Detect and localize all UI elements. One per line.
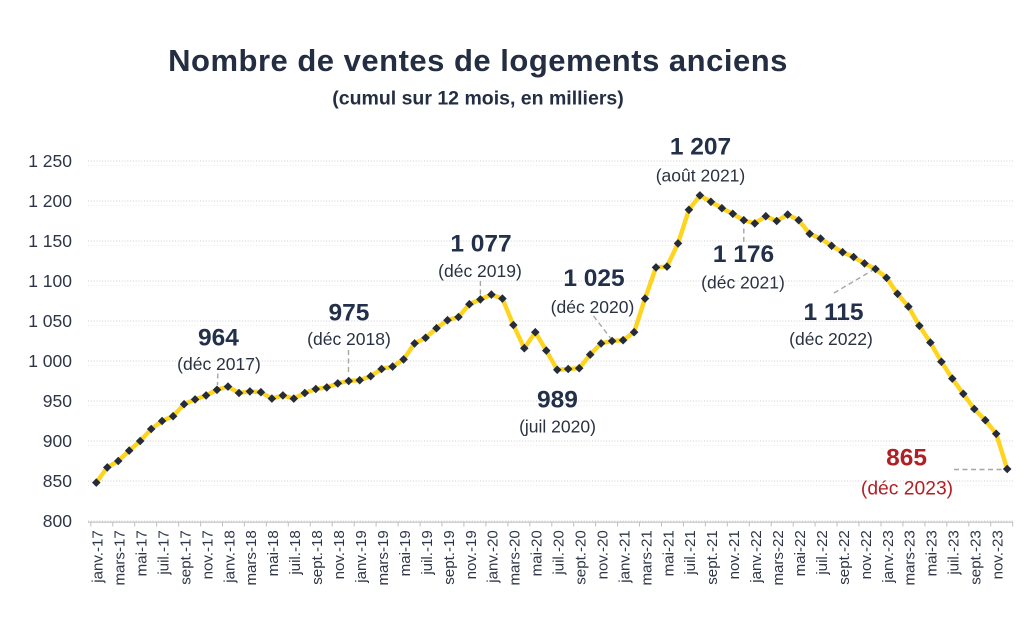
- svg-text:1 077: 1 077: [450, 231, 511, 258]
- svg-text:janv.-23: janv.-23: [880, 530, 897, 584]
- svg-text:mars-18: mars-18: [243, 530, 260, 585]
- svg-text:(déc 2019): (déc 2019): [438, 261, 522, 281]
- svg-text:juil.-23: juil.-23: [946, 530, 963, 575]
- svg-text:sept.-19: sept.-19: [441, 530, 458, 585]
- svg-text:sept.-22: sept.-22: [836, 530, 853, 585]
- svg-text:950: 950: [43, 391, 72, 411]
- svg-text:Nombre de ventes de logements: Nombre de ventes de logements anciens: [168, 43, 788, 78]
- svg-text:sept.-17: sept.-17: [177, 530, 194, 585]
- svg-text:964: 964: [198, 325, 239, 352]
- svg-text:865: 865: [886, 445, 927, 472]
- svg-text:(déc 2017): (déc 2017): [177, 354, 261, 374]
- svg-text:mars-22: mars-22: [770, 530, 787, 585]
- svg-text:juil.-19: juil.-19: [419, 530, 436, 575]
- svg-text:1 025: 1 025: [563, 265, 624, 292]
- svg-text:1 150: 1 150: [28, 231, 72, 251]
- svg-text:mars-20: mars-20: [507, 530, 524, 585]
- svg-text:janv.-20: janv.-20: [485, 530, 502, 584]
- svg-text:janv.-17: janv.-17: [90, 530, 107, 584]
- svg-text:juil.-22: juil.-22: [814, 530, 831, 575]
- svg-text:(déc 2022): (déc 2022): [789, 329, 873, 349]
- svg-text:1 115: 1 115: [804, 299, 864, 326]
- svg-text:1 050: 1 050: [28, 311, 72, 331]
- svg-text:1 000: 1 000: [28, 351, 72, 371]
- svg-text:(déc 2023): (déc 2023): [861, 479, 953, 500]
- svg-text:mai-20: mai-20: [529, 530, 546, 576]
- svg-text:nov.-17: nov.-17: [199, 530, 216, 579]
- svg-text:(juil 2020): (juil 2020): [519, 417, 596, 437]
- svg-text:1 207: 1 207: [670, 134, 731, 161]
- svg-text:janv.-22: janv.-22: [748, 530, 765, 584]
- svg-text:mai-19: mai-19: [397, 530, 414, 576]
- svg-text:sept.-18: sept.-18: [309, 530, 326, 585]
- svg-text:mars-17: mars-17: [112, 530, 129, 585]
- svg-text:janv.-21: janv.-21: [616, 530, 633, 584]
- svg-text:1 100: 1 100: [28, 271, 72, 291]
- svg-text:nov.-23: nov.-23: [990, 530, 1007, 579]
- svg-text:juil.-20: juil.-20: [551, 530, 568, 575]
- svg-text:mai-21: mai-21: [660, 530, 677, 576]
- svg-text:juil.-17: juil.-17: [155, 530, 172, 575]
- svg-text:(déc 2018): (déc 2018): [307, 329, 391, 349]
- svg-text:mai-17: mai-17: [134, 530, 151, 576]
- svg-text:1 200: 1 200: [28, 191, 72, 211]
- svg-text:mai-23: mai-23: [924, 530, 941, 576]
- svg-text:mars-23: mars-23: [902, 530, 919, 585]
- svg-text:mars-19: mars-19: [375, 530, 392, 585]
- svg-text:nov.-22: nov.-22: [858, 530, 875, 579]
- svg-text:(déc 2020): (déc 2020): [551, 297, 635, 317]
- svg-text:nov.-21: nov.-21: [726, 530, 743, 579]
- svg-text:(cumul sur 12 mois, en millier: (cumul sur 12 mois, en milliers): [332, 88, 624, 110]
- svg-text:janv.-18: janv.-18: [221, 530, 238, 584]
- svg-text:989: 989: [537, 387, 578, 414]
- svg-text:900: 900: [43, 431, 72, 451]
- svg-text:juil.-18: juil.-18: [287, 530, 304, 575]
- svg-text:juil.-21: juil.-21: [682, 530, 699, 575]
- svg-text:975: 975: [329, 300, 370, 327]
- svg-text:janv.-19: janv.-19: [353, 530, 370, 584]
- svg-text:1 250: 1 250: [28, 151, 72, 171]
- svg-text:sept.-21: sept.-21: [704, 530, 721, 585]
- svg-text:nov.-18: nov.-18: [331, 530, 348, 579]
- svg-text:800: 800: [43, 511, 72, 531]
- svg-text:(août 2021): (août 2021): [656, 166, 746, 186]
- svg-text:mai-18: mai-18: [265, 530, 282, 576]
- svg-text:mars-21: mars-21: [638, 530, 655, 585]
- svg-text:nov.-19: nov.-19: [463, 530, 480, 579]
- svg-text:1 176: 1 176: [713, 241, 774, 268]
- svg-text:nov.-20: nov.-20: [594, 530, 611, 579]
- svg-text:(déc 2021): (déc 2021): [701, 273, 785, 293]
- svg-text:850: 850: [43, 471, 72, 491]
- svg-text:mai-22: mai-22: [792, 530, 809, 576]
- svg-text:sept.-20: sept.-20: [573, 530, 590, 585]
- svg-text:sept.-23: sept.-23: [968, 530, 985, 585]
